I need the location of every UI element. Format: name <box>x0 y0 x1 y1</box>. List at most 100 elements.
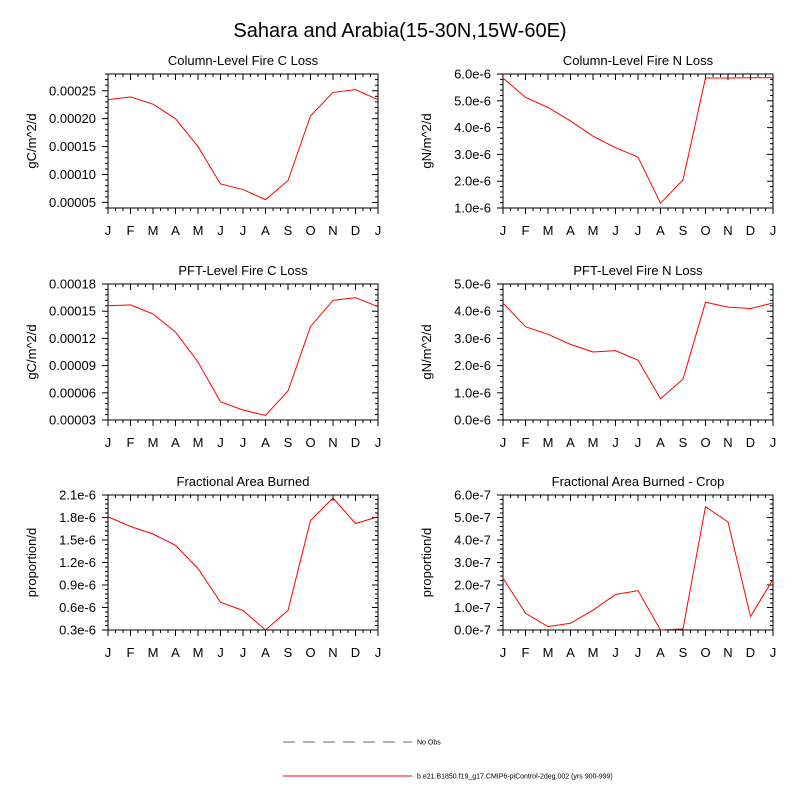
x-tick-label: M <box>588 435 599 450</box>
x-tick-label: A <box>261 435 270 450</box>
plot-frame <box>502 494 774 631</box>
x-tick-label: N <box>328 645 337 660</box>
x-tick-label: D <box>746 645 755 660</box>
x-tick-label: J <box>105 223 112 238</box>
y-axis-label: gN/m^2/d <box>419 324 434 379</box>
legend-model-label: b.e21.B1850.f19_g17.CMIP6-piControl-2deg… <box>417 774 613 781</box>
x-tick-label: J <box>240 645 247 660</box>
x-tick-label: O <box>305 645 315 660</box>
x-tick-label: S <box>284 223 293 238</box>
x-tick-label: D <box>746 223 755 238</box>
panel-title: Fractional Area Burned - Crop <box>552 474 725 489</box>
x-tick-label: A <box>566 223 575 238</box>
chart-panel: Fractional Area Burned - Crop proportion/… <box>419 474 776 660</box>
x-tick-label: N <box>723 435 732 450</box>
legend: No Obs b.e21.B1850.f19_g17.CMIP6-piContr… <box>283 740 613 781</box>
y-tick-label: 2.0e-7 <box>454 578 491 593</box>
x-tick-label: M <box>148 645 159 660</box>
y-axis-label: gN/m^2/d <box>419 113 434 168</box>
x-tick-label: J <box>635 435 642 450</box>
y-tick-label: 0.00015 <box>49 139 96 154</box>
x-tick-label: J <box>635 645 642 660</box>
x-tick-label: D <box>351 223 360 238</box>
y-tick-label: 0.00009 <box>49 358 96 373</box>
y-tick-label: 4.0e-7 <box>454 533 491 548</box>
x-tick-label: S <box>284 645 293 660</box>
x-tick-label: O <box>305 435 315 450</box>
x-tick-label: F <box>127 645 135 660</box>
x-tick-label: F <box>127 223 135 238</box>
y-tick-label: 3.0e-6 <box>454 331 491 346</box>
legend-obs-label: No Obs <box>417 740 441 747</box>
y-tick-label: 0.9e-6 <box>59 578 96 593</box>
x-tick-label: D <box>351 645 360 660</box>
x-tick-label: M <box>148 223 159 238</box>
panel-title: PFT-Level Fire N Loss <box>573 263 703 278</box>
y-tick-label: 6.0e-7 <box>454 488 491 503</box>
x-tick-label: N <box>328 435 337 450</box>
plot-frame <box>107 73 379 209</box>
x-tick-label: O <box>700 435 710 450</box>
x-tick-label: J <box>105 645 112 660</box>
x-tick-label: J <box>375 645 382 660</box>
y-tick-label: 0.00003 <box>49 413 96 428</box>
series-line <box>107 297 379 417</box>
x-tick-label: M <box>148 435 159 450</box>
x-tick-label: A <box>656 645 665 660</box>
y-tick-label: 2.0e-6 <box>454 174 491 189</box>
y-tick-label: 4.0e-6 <box>454 304 491 319</box>
plot-frame <box>107 283 379 421</box>
x-tick-label: F <box>522 645 530 660</box>
plot-frame <box>502 73 774 209</box>
y-tick-label: 0.00005 <box>49 195 96 210</box>
x-tick-label: S <box>679 645 688 660</box>
x-tick-label: S <box>679 223 688 238</box>
y-tick-label: 0.00015 <box>49 304 96 319</box>
y-tick-label: 0.00010 <box>49 167 96 182</box>
x-tick-label: J <box>217 435 224 450</box>
y-axis-label: proportion/d <box>24 528 39 597</box>
y-tick-label: 5.0e-7 <box>454 510 491 525</box>
x-tick-label: A <box>656 435 665 450</box>
x-tick-label: M <box>543 645 554 660</box>
x-tick-label: J <box>770 645 777 660</box>
x-tick-label: A <box>171 435 180 450</box>
x-tick-label: J <box>770 435 777 450</box>
x-tick-label: M <box>193 223 204 238</box>
x-tick-label: A <box>171 645 180 660</box>
x-tick-label: N <box>723 645 732 660</box>
y-tick-label: 4.0e-6 <box>454 120 491 135</box>
y-tick-label: 0.00018 <box>49 277 96 292</box>
y-tick-label: 0.6e-6 <box>59 600 96 615</box>
panel-title: PFT-Level Fire C Loss <box>178 263 308 278</box>
y-axis-label: gC/m^2/d <box>24 324 39 379</box>
y-axis-label: gC/m^2/d <box>24 113 39 168</box>
x-tick-label: J <box>635 223 642 238</box>
x-tick-label: D <box>746 435 755 450</box>
x-tick-label: A <box>566 645 575 660</box>
y-tick-label: 1.0e-7 <box>454 600 491 615</box>
x-tick-label: J <box>612 223 619 238</box>
y-tick-label: 3.0e-7 <box>454 555 491 570</box>
x-tick-label: A <box>656 223 665 238</box>
series-line <box>107 497 379 631</box>
y-tick-label: 1.2e-6 <box>59 555 96 570</box>
x-tick-label: A <box>566 435 575 450</box>
x-tick-label: F <box>522 223 530 238</box>
y-tick-label: 5.0e-6 <box>454 277 491 292</box>
series-line <box>107 89 379 201</box>
y-tick-label: 0.00025 <box>49 83 96 98</box>
x-tick-label: M <box>543 223 554 238</box>
y-tick-label: 0.0e-6 <box>454 413 491 428</box>
x-tick-label: J <box>375 223 382 238</box>
y-tick-label: 0.00020 <box>49 111 96 126</box>
x-tick-label: J <box>240 435 247 450</box>
x-tick-label: D <box>351 435 360 450</box>
x-tick-label: J <box>217 223 224 238</box>
x-tick-label: O <box>700 645 710 660</box>
series-line <box>502 77 773 205</box>
